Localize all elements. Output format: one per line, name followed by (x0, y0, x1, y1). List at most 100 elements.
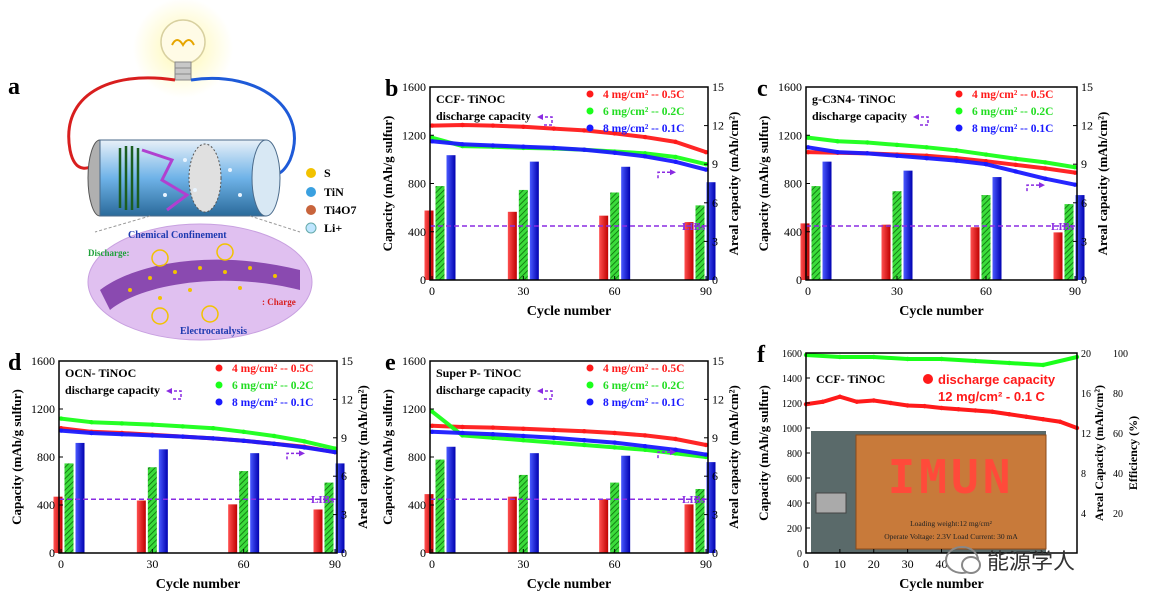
point-c-s2-1 (835, 149, 840, 155)
point-b-s2-7 (642, 154, 648, 159)
point-c-s0-0 (805, 149, 811, 155)
point-e-s2-0 (429, 429, 435, 434)
label-charge: : Charge (262, 297, 296, 307)
legend-label-d-2: 8 mg/cm² -- 0.1C (232, 397, 313, 409)
bar-e-s0-c2 (599, 499, 609, 553)
point-b-s2-0 (429, 139, 435, 144)
y-tick-label-d-800: 800 (37, 450, 55, 464)
ref-label-b: LIBs (682, 221, 706, 233)
point-f-s0-7 (922, 403, 927, 409)
bar-b-s1-c3 (695, 205, 705, 280)
bar-d-s2-c1 (158, 449, 168, 553)
arrow-right-b (657, 171, 672, 179)
bar-c-s2-c3 (1075, 195, 1085, 280)
inset-line-2: Operate Voltage: 2.3V Load Current: 30 m… (884, 532, 1018, 541)
y-tick-label-d-1600: 1600 (31, 354, 55, 368)
legend-label-b-1: 6 mg/cm² -- 0.2C (603, 106, 684, 118)
point-b-s1-8 (673, 154, 678, 160)
arrowhead-left-e (537, 388, 543, 394)
point-c-s1-6 (983, 152, 989, 157)
bar-b-s0-c1 (507, 211, 517, 280)
bar-b-s1-c2 (610, 192, 620, 280)
point-b-s0-7 (642, 134, 648, 140)
bar-b-s2-c3 (706, 182, 716, 280)
y-tick-label-c-400: 400 (784, 225, 802, 239)
point-f-s1-2 (871, 354, 876, 360)
bar-b-s0-c0 (424, 210, 434, 280)
point-b-s0-1 (460, 122, 465, 128)
bar-e-s1-c3 (695, 489, 705, 553)
bar-e-s0-c3 (684, 504, 694, 553)
x-tick-label-c-0: 0 (805, 284, 811, 298)
point-e-s0-3 (521, 426, 526, 431)
point-b-s0-4 (551, 126, 556, 131)
point-c-s1-7 (1013, 156, 1018, 161)
x-tick-label-b-60: 60 (609, 284, 621, 298)
chart-subtitle-b: discharge capacity (436, 109, 531, 123)
x-tick-label-d-0: 0 (58, 557, 64, 571)
point-d-s2-4 (180, 434, 185, 439)
point-d-s1-5 (211, 426, 216, 431)
x-tick-label-e-90: 90 (700, 557, 712, 571)
point-f-s0-1 (820, 399, 826, 404)
arrow-left-e (540, 390, 553, 400)
point-b-s2-4 (551, 145, 556, 151)
x-axis-label-d: Cycle number (156, 577, 240, 592)
point-d-s2-5 (211, 436, 216, 441)
y-tick-label-d-400: 400 (37, 498, 55, 512)
point-f-s0-13 (1023, 414, 1029, 419)
point-f-s0-12 (1007, 412, 1012, 417)
point-c-s1-5 (954, 148, 959, 153)
bar-b-s0-c2 (599, 215, 609, 280)
legend-marker-c-2 (955, 124, 963, 132)
bar-b-s2-c1 (529, 161, 539, 280)
point-d-s2-2 (119, 432, 125, 437)
point-e-s0-2 (490, 425, 496, 430)
legend-marker-tin (306, 187, 316, 197)
point-d-s1-7 (271, 433, 277, 439)
legend-label-e-1: 6 mg/cm² -- 0.2C (603, 380, 684, 392)
point-e-s1-2 (490, 435, 496, 440)
point-b-s0-3 (521, 124, 526, 130)
point-b-s2-2 (490, 143, 496, 148)
chart-title-b: CCF- TiNOC (436, 92, 505, 106)
legend-a: S TiN Ti4O7 Li+ (305, 166, 356, 235)
point-f-s0-14 (1040, 417, 1046, 422)
point-c-s0-7 (1013, 162, 1018, 168)
x-tick-label-f-30: 30 (902, 557, 914, 571)
panel-a-schematic: a S TiN Ti4O7 L (8, 0, 356, 341)
y2-tick-label-e-15: 15 (712, 354, 724, 368)
arrowhead-right-e (670, 449, 676, 456)
legend-marker-c-0 (955, 90, 963, 98)
red-wire (67, 76, 176, 170)
legend-label-li: Li+ (324, 221, 342, 235)
x-tick-label-d-90: 90 (329, 557, 341, 571)
x-tick-label-f-0: 0 (803, 557, 809, 571)
panel-letter-f: f (757, 342, 766, 368)
series-line-d-s1 (60, 416, 336, 451)
y2-tick-label-f-4: 4 (1081, 509, 1086, 520)
inset-led-text: IMUN (888, 450, 1015, 504)
legend-label-b-0: 4 mg/cm² -- 0.5C (603, 89, 684, 101)
y2-tick-label-c-0: 0 (1081, 273, 1087, 287)
y-axis-label-c: Capacity (mAh/g sulfur) (756, 116, 771, 252)
y2-tick-label-b-6: 6 (712, 196, 718, 210)
point-b-s2-3 (521, 144, 526, 149)
bar-b-s1-c1 (518, 189, 528, 280)
label-discharge: Discharge: (88, 248, 130, 258)
y2-tick-label-f-20: 20 (1081, 349, 1091, 360)
point-e-s2-4 (551, 435, 556, 440)
inset-line-1: Loading weight:12 mg/cm² (910, 519, 993, 528)
y-tick-label-f-1600: 1600 (782, 349, 802, 360)
legend-marker-ti4o7 (306, 205, 316, 215)
point-d-s2-9 (332, 450, 338, 455)
y-tick-label-f-1400: 1400 (782, 374, 802, 385)
point-c-s1-4 (924, 145, 929, 150)
arrow-left-b (540, 116, 553, 126)
point-f-s0-9 (956, 407, 961, 412)
battery-cylinder (87, 139, 281, 217)
point-c-s1-0 (805, 135, 811, 140)
